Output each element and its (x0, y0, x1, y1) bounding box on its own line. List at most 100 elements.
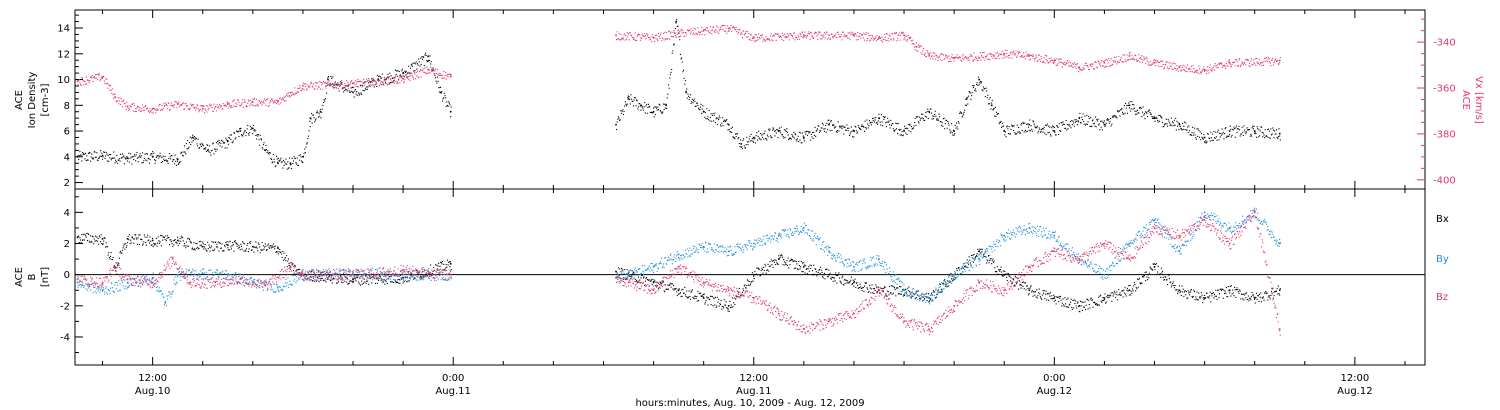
data-point (828, 123, 830, 126)
scatter-point (986, 54, 988, 56)
scatter-point-bx (118, 257, 120, 259)
scatter-point-bx (1027, 287, 1029, 290)
scatter-point (785, 37, 787, 39)
scatter-point (1047, 132, 1049, 134)
scatter-point (949, 129, 951, 131)
scatter-point-bx (425, 274, 427, 276)
scatter-point (929, 108, 931, 110)
scatter-point (1175, 129, 1177, 131)
scatter-point (298, 155, 300, 157)
scatter-point (203, 112, 206, 114)
scatter-point (1207, 69, 1209, 71)
scatter-point (209, 152, 211, 154)
scatter-point-bx (866, 287, 868, 289)
scatter-point (674, 32, 676, 34)
scatter-point (1120, 109, 1122, 111)
data-point (114, 96, 116, 99)
scatter-point (1118, 110, 1120, 112)
scatter-point-bx (982, 254, 985, 256)
scatter-point-bx (651, 283, 653, 285)
scatter-point (224, 104, 226, 106)
scatter-point (767, 39, 769, 41)
scatter-point (644, 112, 646, 114)
scatter-point-bx (868, 290, 870, 292)
scatter-point (231, 141, 233, 143)
scatter-point (1046, 55, 1048, 57)
scatter-point (951, 132, 953, 134)
scatter-point-bx (87, 233, 89, 235)
scatter-point-bx (1050, 298, 1052, 300)
scatter-point (665, 38, 667, 40)
data-point (1053, 130, 1056, 132)
scatter-point (970, 98, 972, 100)
data-point (752, 136, 755, 139)
scatter-point (849, 133, 851, 135)
scatter-point-bx (881, 290, 883, 292)
scatter-point (1215, 65, 1217, 67)
scatter-point (804, 131, 806, 133)
scatter-point-bx (430, 264, 432, 266)
data-point (226, 103, 229, 105)
scatter-point-bx (805, 265, 807, 267)
scatter-point (364, 81, 366, 83)
scatter-point (745, 144, 747, 146)
scatter-point (312, 83, 315, 85)
scatter-point (365, 89, 367, 91)
scatter-point (743, 30, 745, 32)
scatter-point (1050, 135, 1052, 137)
scatter-point-bx (688, 290, 690, 292)
scatter-point-bx (991, 263, 993, 265)
scatter-point-bx (940, 288, 943, 290)
scatter-point (736, 133, 738, 135)
scatter-point (1260, 126, 1263, 128)
scatter-point (625, 103, 627, 105)
scatter-point (291, 157, 293, 159)
scatter-point-bx (718, 305, 720, 307)
scatter-point-bx (773, 259, 775, 262)
scatter-point-bx (351, 281, 353, 283)
scatter-point (120, 103, 122, 106)
scatter-point (619, 39, 621, 41)
scatter-point (312, 114, 314, 116)
scatter-point-bx (727, 310, 729, 312)
scatter-point-bx (887, 291, 889, 293)
scatter-point (693, 27, 695, 29)
scatter-point (98, 73, 100, 75)
scatter-point (648, 106, 650, 108)
scatter-point (445, 72, 447, 74)
scatter-point (403, 71, 405, 74)
scatter-point (657, 106, 659, 108)
scatter-point (363, 84, 365, 86)
scatter-point (111, 157, 113, 159)
scatter-point-bx (789, 264, 791, 266)
scatter-point (1158, 114, 1160, 117)
scatter-point (837, 121, 839, 123)
scatter-point-bx (287, 258, 289, 260)
scatter-point (848, 127, 850, 129)
scatter-point-bx (93, 243, 95, 245)
scatter-point (994, 115, 996, 117)
scatter-point (96, 159, 99, 161)
scatter-point (300, 156, 302, 158)
data-point (76, 80, 79, 82)
scatter-point (784, 136, 786, 138)
scatter-point (1172, 121, 1174, 123)
scatter-point-bx (1025, 289, 1027, 291)
scatter-point (428, 59, 430, 62)
scatter-point (196, 104, 198, 106)
scatter-point (892, 38, 894, 40)
scatter-point (371, 78, 373, 80)
scatter-point (926, 50, 928, 52)
scatter-point (641, 105, 643, 107)
scatter-point-bx (734, 303, 736, 306)
scatter-point (652, 36, 654, 38)
scatter-point (371, 79, 373, 81)
scatter-point (682, 30, 684, 32)
scatter-point-bx (798, 265, 800, 267)
scatter-point (341, 88, 343, 90)
scatter-point (110, 85, 112, 87)
scatter-point-bx (800, 261, 802, 263)
scatter-point-bx (706, 297, 708, 299)
scatter-point (978, 84, 980, 86)
scatter-point-bx (1010, 277, 1012, 279)
